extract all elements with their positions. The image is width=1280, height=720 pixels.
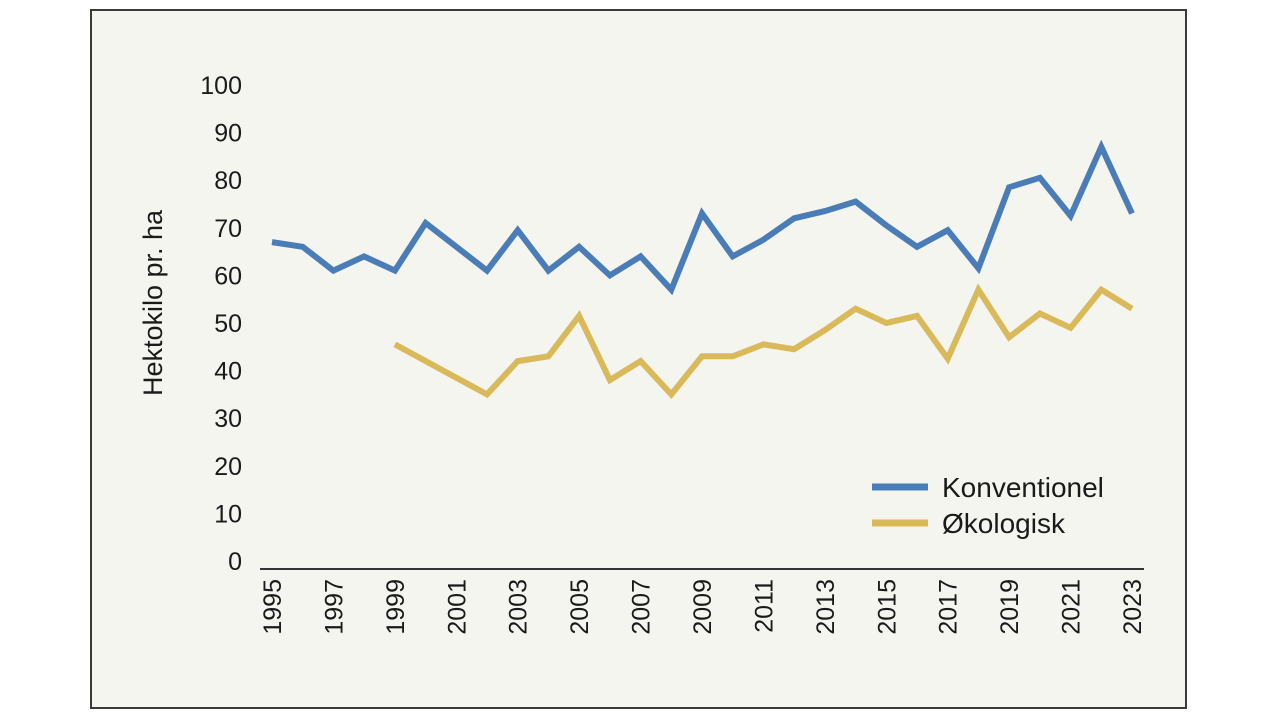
- y-tick-label: 90: [214, 120, 242, 148]
- y-tick-label: 50: [214, 310, 242, 338]
- y-axis-title: Hektokilo pr. ha: [138, 209, 168, 396]
- series-line-konventionel: [271, 139, 1135, 296]
- x-tick-label: 2005: [566, 579, 594, 635]
- chart-frame: Hektokilo pr. ha 0 10 20 30 40 50 60 70 80 90 100 …: [90, 9, 1187, 709]
- legend: Konventionel Økologisk: [872, 472, 1104, 539]
- y-tick-label: 20: [214, 453, 242, 481]
- x-tick-label: 2001: [443, 579, 471, 635]
- y-axis-tick-labels: 0 10 20 30 40 50 60 70 80 90 100: [200, 72, 242, 576]
- x-tick-label: 1995: [259, 579, 287, 635]
- line-chart: Hektokilo pr. ha 0102030405060708090100 …: [138, 72, 1147, 635]
- x-tick-label: 2003: [505, 579, 533, 635]
- y-tick-label: 10: [214, 500, 242, 528]
- y-tick-label: 60: [214, 262, 242, 290]
- series-line-okologisk: [393, 283, 1134, 399]
- x-tick-label: 2015: [873, 579, 901, 635]
- y-tick-label: 0: [228, 548, 242, 576]
- x-axis-tick-labels: 1995 1997 1999 2001 2003 2005 2007 2009 2011 2013…: [259, 579, 1147, 635]
- x-tick-label: 2021: [1058, 579, 1086, 635]
- x-tick-label: 1997: [320, 579, 348, 635]
- y-tick-label: 70: [214, 215, 242, 243]
- y-axis-title-group: Hektokilo pr. ha: [138, 209, 168, 396]
- x-tick-label: 2017: [935, 579, 963, 635]
- x-tick-label: 1999: [382, 579, 410, 635]
- y-tick-label: 80: [214, 167, 242, 195]
- y-tick-label: 100: [200, 72, 242, 100]
- series-layer: [271, 139, 1135, 399]
- y-tick-label: 30: [214, 405, 242, 433]
- x-tick-label: 2023: [1119, 579, 1147, 635]
- x-tick-label: 2011: [750, 579, 778, 633]
- x-tick-label: 2007: [628, 579, 656, 635]
- legend-label: Konventionel: [942, 472, 1104, 503]
- x-tick-label: 2009: [689, 579, 717, 635]
- y-tick-label: 40: [214, 358, 242, 386]
- x-tick-label: 2013: [812, 579, 840, 635]
- x-tick-label: 2019: [996, 579, 1024, 635]
- legend-label: Økologisk: [942, 508, 1066, 539]
